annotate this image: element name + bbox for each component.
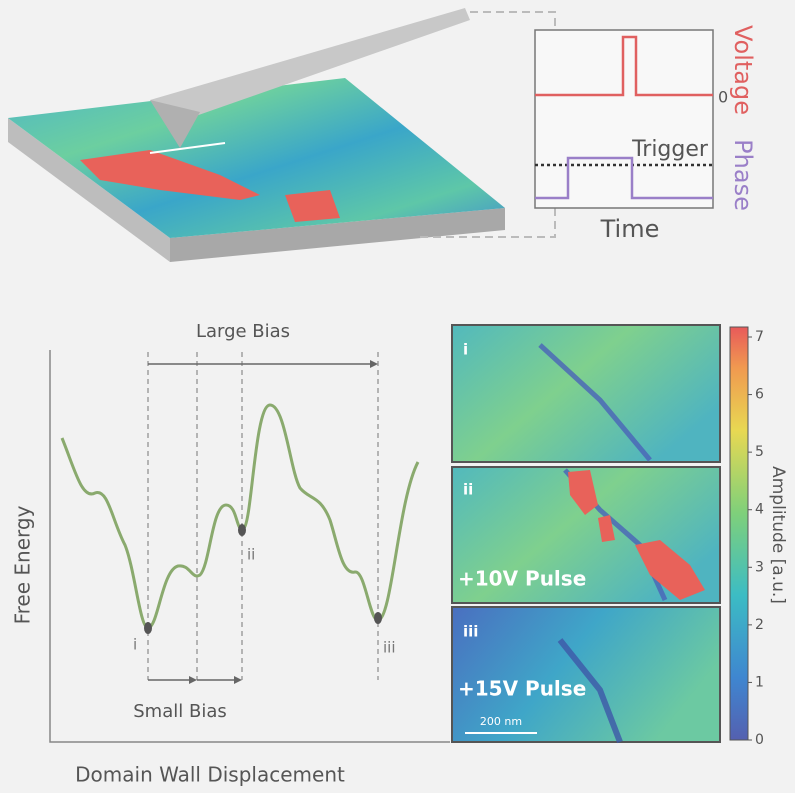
connector (470, 12, 555, 30)
trigger-label: Trigger (631, 137, 709, 162)
arrowhead (189, 676, 197, 684)
guides (148, 352, 378, 680)
panel-annotation: +10V Pulse (458, 567, 586, 591)
colorbar-tick-label: 7 (755, 329, 764, 345)
minimum-marker (144, 622, 152, 634)
panel-label: ii (463, 481, 473, 499)
minimum-label: i (133, 636, 137, 654)
zero-label: 0 (718, 88, 728, 107)
colorbar (730, 327, 748, 740)
panel-label: i (463, 341, 468, 359)
x-axis-label: Domain Wall Displacement (75, 763, 345, 787)
minimum-label: ii (247, 546, 255, 564)
y-axis-label: Free Energy (11, 505, 35, 624)
minimum-label: iii (383, 639, 396, 657)
energy-curve (62, 405, 418, 628)
colorbar-tick-label: 4 (755, 502, 764, 518)
minimum-marker (374, 612, 382, 624)
large-bias-label: Large Bias (196, 321, 290, 342)
slab-surface (8, 78, 505, 238)
panel-label: iii (463, 623, 478, 641)
arrowhead (370, 360, 378, 368)
colorbar-tick-label: 5 (755, 444, 764, 460)
colorbar-tick-label: 6 (755, 387, 764, 403)
colorbar-tick-label: 3 (755, 559, 764, 575)
voltage-label: Voltage (729, 25, 757, 115)
colorbar-label: Amplitude [a.u.] (768, 466, 788, 604)
panel-annotation: +15V Pulse (458, 677, 586, 701)
time-label: Time (600, 215, 660, 243)
colorbar-tick-label: 2 (755, 617, 764, 633)
small-bias-label: Small Bias (133, 701, 226, 722)
colorbar-tick-label: 1 (755, 674, 764, 690)
figure: 0 Trigger Time Voltage Phase i ii iii La… (0, 0, 795, 793)
panel (452, 325, 720, 462)
arrowhead (234, 676, 242, 684)
phase-label: Phase (729, 139, 757, 211)
scale-bar-label: 200 nm (480, 715, 522, 728)
minimum-marker (238, 524, 246, 536)
colorbar-tick-label: 0 (755, 732, 764, 748)
